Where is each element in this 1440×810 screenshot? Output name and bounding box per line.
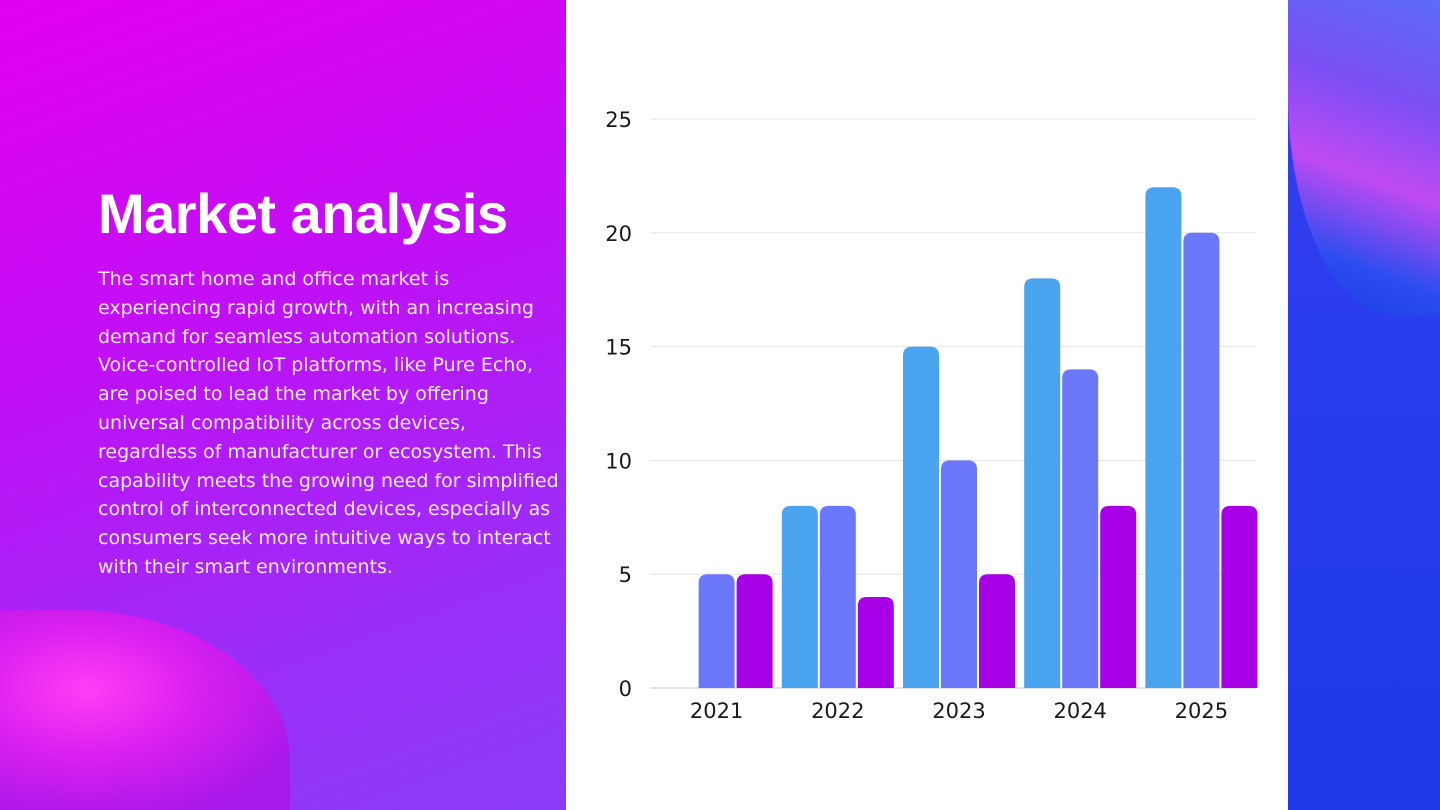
bar-series-3-2021 bbox=[736, 574, 773, 688]
bar-series-2-2021 bbox=[698, 574, 735, 688]
x-tick-label: 2022 bbox=[811, 699, 864, 723]
bar-series-3-2023 bbox=[979, 574, 1015, 688]
bar-series-1-2023 bbox=[903, 346, 939, 688]
y-tick-label: 0 bbox=[619, 677, 632, 701]
bar-series-2-2022 bbox=[819, 505, 856, 688]
x-tick-label: 2024 bbox=[1053, 699, 1106, 723]
slide-body-text: The smart home and office market is expe… bbox=[98, 268, 559, 578]
bar-series-2-2024 bbox=[1062, 369, 1099, 688]
bar-series-1-2022 bbox=[781, 505, 818, 688]
x-tick-label: 2023 bbox=[932, 699, 985, 723]
bar-series-3-2025 bbox=[1221, 505, 1258, 688]
y-tick-label: 5 bbox=[619, 563, 632, 587]
y-tick-label: 15 bbox=[605, 336, 632, 360]
bar-series-1-2025 bbox=[1145, 187, 1182, 688]
decorative-shape bbox=[0, 610, 290, 810]
bar-series-2-2025 bbox=[1183, 232, 1220, 689]
y-tick-label: 25 bbox=[605, 108, 632, 132]
decorative-shape bbox=[1288, 0, 1440, 316]
chart-panel: 0 5 10 15 20 25 2021 2022 2023 2024 2025 bbox=[566, 0, 1288, 810]
bar-series-1-2024 bbox=[1024, 278, 1061, 688]
bar-series-3-2024 bbox=[1100, 505, 1137, 688]
x-tick-label: 2021 bbox=[690, 699, 743, 723]
left-panel: Market analysis The smart home and offic… bbox=[0, 0, 566, 810]
right-decor-strip bbox=[1288, 0, 1440, 810]
x-tick-label: 2025 bbox=[1175, 699, 1228, 723]
y-tick-label: 10 bbox=[605, 449, 632, 473]
bar-series-2-2023 bbox=[941, 460, 977, 688]
slide-title: Market analysis bbox=[98, 182, 508, 245]
y-tick-label: 20 bbox=[605, 222, 632, 246]
bar-series-3-2022 bbox=[857, 596, 894, 688]
